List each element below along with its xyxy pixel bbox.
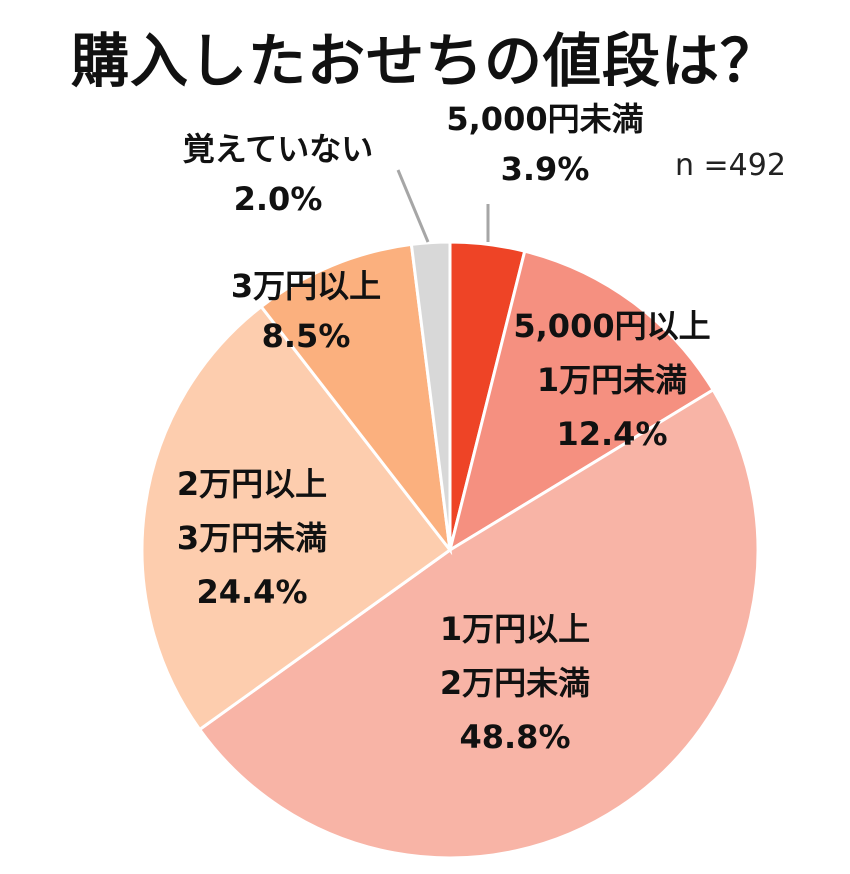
slice-label-line: 48.8% (459, 718, 570, 756)
slice-label-line: 1万円以上 (440, 610, 590, 648)
chart-title: 購入したおせちの値段は？ (70, 27, 779, 95)
slice-label-4: 3万円以上 8.5% (231, 267, 381, 355)
slice-label-line: 3.9% (501, 150, 590, 188)
pie-slice-1 (447, 249, 716, 554)
slice-label-line: 2万円以上 (177, 465, 327, 503)
slice-label-5: 覚えていない 2.0% (183, 130, 373, 218)
slice-label-0: 5,000円未満 3.9% (446, 100, 643, 188)
slice-label-1: 5,000円以上 1万円未満 12.4% (513, 307, 710, 453)
slice-label-line: 2万円未満 (440, 664, 590, 702)
pie-slice-4 (259, 242, 453, 556)
slice-label-3: 2万円以上 3万円未満 24.4% (177, 465, 327, 611)
slice-label-line: 2.0% (234, 180, 323, 218)
sample-size: n =492 (675, 148, 786, 183)
slice-label-line: 5,000円未満 (446, 100, 643, 138)
leader-line-5 (396, 169, 430, 243)
slice-label-2: 1万円以上 2万円未満 48.8% (440, 610, 590, 756)
slice-label-line: 12.4% (556, 415, 667, 453)
slice-label-line: 3万円以上 (231, 267, 381, 305)
slice-label-line: 5,000円以上 (513, 307, 710, 345)
pie-slice-5 (409, 240, 452, 551)
pie-slice-3 (140, 304, 453, 732)
slice-label-line: 3万円未満 (177, 519, 327, 557)
slice-label-line: 1万円未満 (537, 361, 687, 399)
slice-label-line: 覚えていない (183, 130, 373, 168)
slice-label-line: 8.5% (262, 317, 351, 355)
slice-label-line: 24.4% (196, 573, 307, 611)
pie-slice-2 (197, 387, 760, 860)
